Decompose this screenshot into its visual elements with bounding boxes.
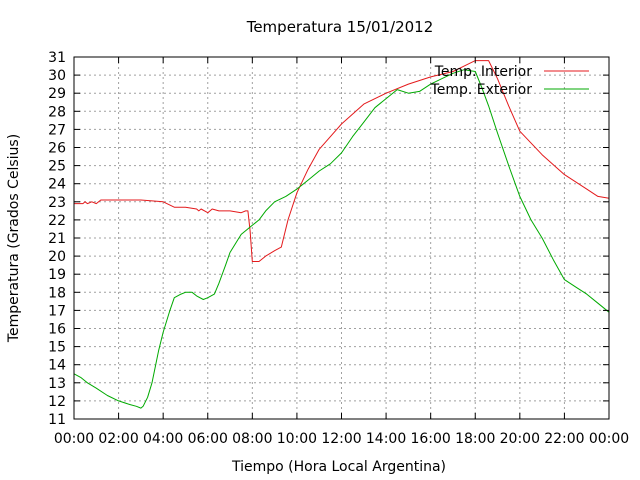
chart-title: Temperatura 15/01/2012 [246, 18, 434, 36]
x-tick-label: 20:00 [500, 431, 540, 447]
series-layer [73, 60, 610, 409]
x-tick-label: 00:00 [589, 431, 629, 447]
y-tick-label: 15 [48, 340, 66, 356]
legend-label-temp-exterior: Temp. Exterior [430, 82, 533, 98]
x-tick-label: 02:00 [98, 431, 138, 447]
series-line-temp-exterior [73, 69, 610, 409]
axis-ticks: 00:00 02:00 04:00 06:00 08:00 10:00 12:00 14:00… [48, 50, 629, 447]
y-tick-label: 24 [48, 177, 66, 193]
y-tick-label: 23 [48, 195, 66, 211]
legend-label-temp-interior: Temp. Interior [434, 64, 533, 80]
x-axis-label: Tiempo (Hora Local Argentina) [231, 459, 446, 475]
y-tick-label: 14 [48, 358, 66, 374]
x-tick-label: 16:00 [410, 431, 450, 447]
y-tick-label: 16 [48, 322, 66, 338]
y-tick-label: 22 [48, 213, 66, 229]
y-tick-label: 30 [48, 68, 66, 84]
x-tick-label: 04:00 [143, 431, 183, 447]
x-tick-label: 10:00 [277, 431, 317, 447]
legend: Temp. Interior Temp. Exterior [430, 64, 589, 98]
y-tick-label: 12 [48, 394, 66, 410]
y-tick-label: 13 [48, 376, 66, 392]
y-tick-label: 18 [48, 285, 66, 301]
x-tick-label: 06:00 [188, 431, 228, 447]
x-tick-label: 08:00 [232, 431, 272, 447]
x-tick-label: 22:00 [544, 431, 584, 447]
y-tick-label: 26 [48, 141, 66, 157]
y-tick-label: 27 [48, 122, 66, 138]
y-tick-label: 31 [48, 50, 66, 66]
y-tick-label: 28 [48, 104, 66, 120]
y-tick-label: 11 [48, 412, 66, 428]
x-tick-label: 18:00 [455, 431, 495, 447]
y-axis-label: Temperatura (Grados Celsius) [6, 134, 22, 343]
x-tick-label: 12:00 [321, 431, 361, 447]
y-tick-label: 25 [48, 159, 66, 175]
grid-lines [74, 57, 609, 419]
x-tick-label: 00:00 [54, 431, 94, 447]
y-tick-label: 17 [48, 303, 66, 319]
y-tick-label: 20 [48, 249, 66, 265]
x-tick-label: 14:00 [366, 431, 406, 447]
series-line-temp-interior [74, 60, 610, 262]
y-tick-label: 21 [48, 231, 66, 247]
y-tick-label: 29 [48, 86, 66, 102]
y-tick-label: 19 [48, 267, 66, 283]
